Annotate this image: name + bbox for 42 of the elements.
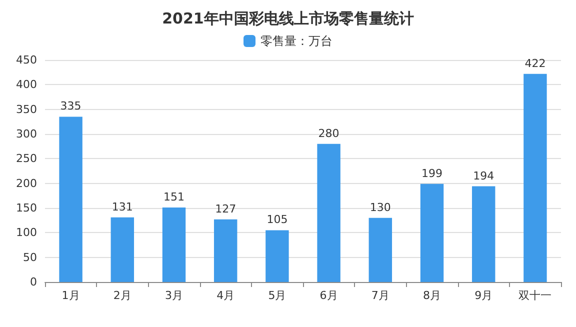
data-label: 194	[473, 169, 494, 182]
y-tick-label: 350	[16, 102, 37, 116]
data-label: 422	[524, 56, 546, 70]
data-label: 335	[60, 100, 82, 113]
x-tick-label: 4月	[216, 289, 235, 302]
y-tick-label: 400	[16, 78, 37, 92]
bar	[59, 116, 82, 282]
y-tick-label: 100	[16, 226, 37, 240]
bar	[368, 218, 392, 282]
legend-label: 零售量：万台	[260, 34, 332, 48]
y-tick-label: 150	[16, 202, 37, 214]
x-tick-label: 2月	[113, 289, 132, 302]
bar	[110, 217, 134, 282]
bar	[472, 186, 496, 282]
data-label: 151	[164, 190, 184, 204]
y-tick-label: 250	[16, 152, 37, 166]
x-tick-label: 5月	[268, 289, 286, 302]
chart-title: 2021年中国彩电线上市场零售量统计	[162, 10, 414, 28]
data-label: 127	[215, 202, 236, 216]
data-label: 130	[370, 200, 391, 214]
data-label: 280	[318, 126, 340, 140]
y-tick-label: 450	[16, 54, 37, 66]
bar	[420, 184, 444, 282]
x-tick-label: 9月	[474, 289, 493, 302]
x-tick-label: 1月	[62, 289, 80, 302]
data-label: 105	[266, 213, 288, 226]
x-tick-label: 8月	[423, 289, 441, 302]
data-label: 131	[112, 200, 133, 214]
x-tick-label: 双十一	[518, 289, 552, 302]
x-tick-label: 7月	[371, 289, 390, 302]
bar	[317, 144, 340, 282]
bar	[266, 230, 289, 282]
x-tick-label: 6月	[320, 289, 338, 302]
bar	[214, 219, 238, 282]
y-tick-label: 300	[16, 128, 37, 140]
y-tick-label: 200	[16, 176, 37, 190]
y-tick-label: 50	[23, 250, 37, 264]
x-tick-label: 3月	[165, 289, 183, 302]
data-label: 199	[422, 166, 442, 180]
y-tick-label: 0	[30, 276, 37, 288]
bar	[524, 74, 547, 282]
bar	[162, 208, 186, 282]
